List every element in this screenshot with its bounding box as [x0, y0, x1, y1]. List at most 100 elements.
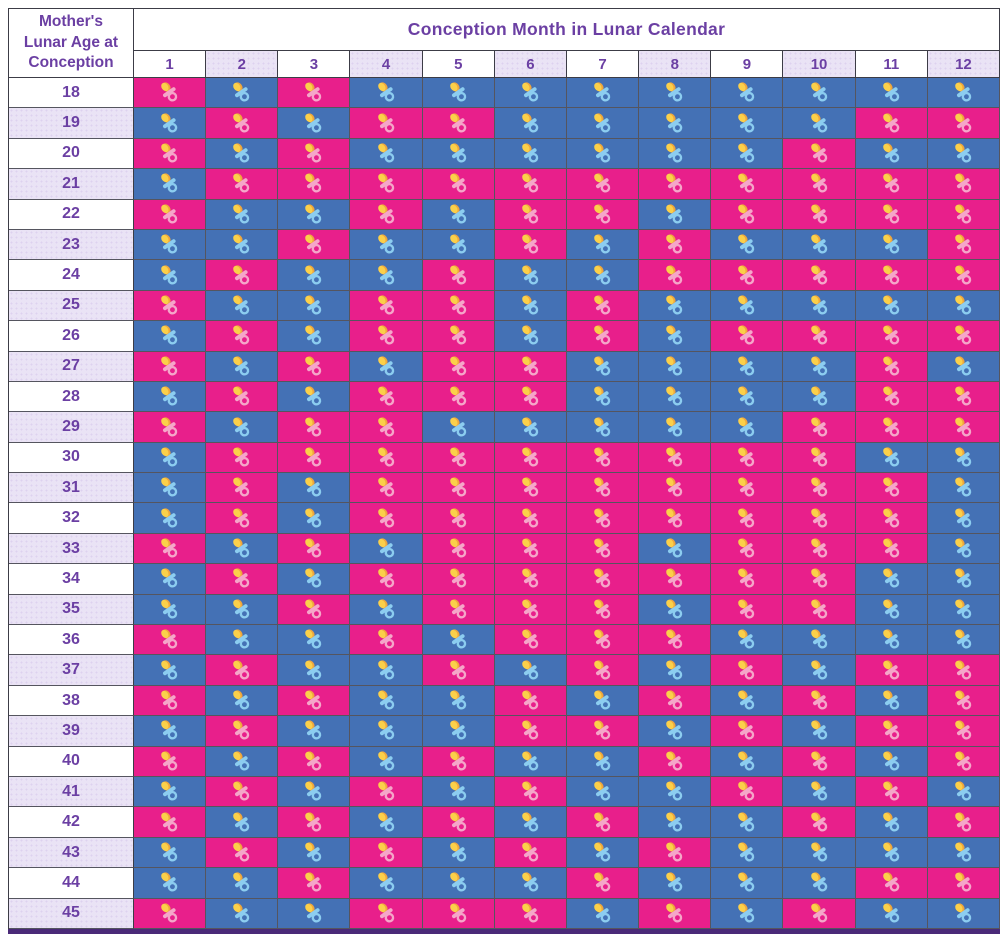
cell-31-9-girl [711, 473, 784, 504]
age-label-34: 34 [9, 564, 134, 595]
pacifier-icon [158, 294, 181, 317]
pacifier-icon [591, 385, 614, 408]
pacifier-icon [735, 507, 758, 530]
cell-43-1-boy [134, 837, 207, 869]
cell-22-2-boy [206, 199, 279, 230]
pacifier-icon [591, 628, 614, 651]
pacifier-icon [880, 628, 903, 651]
cell-21-6-girl [494, 169, 567, 200]
cell-25-11-boy [855, 290, 928, 322]
pacifier-icon [663, 780, 686, 803]
pacifier-icon [735, 902, 758, 925]
cell-33-11-girl [855, 533, 928, 565]
cell-37-6-boy [494, 655, 567, 686]
pacifier-icon [519, 416, 542, 439]
pacifier-icon [591, 537, 614, 560]
pacifier-icon [447, 659, 470, 682]
cell-29-1-girl [134, 412, 207, 443]
cell-18-8-boy [639, 78, 712, 109]
pacifier-icon [302, 355, 325, 378]
cell-20-4-boy [350, 138, 423, 170]
pacifier-icon [663, 416, 686, 439]
pacifier-icon [808, 719, 831, 742]
pacifier-icon [808, 750, 831, 773]
pacifier-icon [880, 567, 903, 590]
cell-32-10-girl [783, 503, 856, 534]
pacifier-icon [519, 628, 542, 651]
pacifier-icon [375, 780, 398, 803]
age-label-39: 39 [9, 716, 134, 747]
pacifier-icon [447, 355, 470, 378]
pacifier-icon [735, 142, 758, 165]
cell-31-1-boy [134, 473, 207, 504]
cell-27-5-girl [422, 351, 495, 382]
cell-37-1-boy [134, 655, 207, 686]
cell-28-3-boy [278, 381, 351, 413]
pacifier-icon [952, 233, 975, 256]
pacifier-icon [158, 902, 181, 925]
pacifier-icon [519, 841, 542, 864]
cell-23-5-boy [422, 229, 495, 261]
cell-31-5-girl [422, 473, 495, 504]
pacifier-icon [302, 446, 325, 469]
cell-37-3-boy [278, 655, 351, 686]
pacifier-icon [519, 385, 542, 408]
cell-41-8-boy [639, 777, 712, 808]
cell-37-10-boy [783, 655, 856, 686]
cell-24-1-boy [134, 260, 207, 291]
pacifier-icon [302, 507, 325, 530]
month-header-9: 9 [711, 51, 784, 78]
pacifier-icon [880, 385, 903, 408]
cell-34-9-girl [711, 564, 784, 595]
cell-45-5-girl [422, 898, 495, 929]
pacifier-icon [663, 81, 686, 104]
pacifier-icon [375, 567, 398, 590]
pacifier-icon [230, 81, 253, 104]
cell-20-5-boy [422, 138, 495, 170]
cell-29-7-boy [566, 412, 640, 443]
month-header-5: 5 [422, 51, 495, 78]
cell-19-9-boy [711, 108, 784, 139]
cell-36-3-boy [278, 625, 351, 656]
cell-23-1-boy [134, 229, 207, 261]
cell-31-7-girl [566, 473, 640, 504]
pacifier-icon [735, 659, 758, 682]
cell-19-2-girl [206, 108, 279, 139]
pacifier-icon [158, 507, 181, 530]
pacifier-icon [230, 294, 253, 317]
pacifier-icon [447, 750, 470, 773]
pacifier-icon [663, 750, 686, 773]
pacifier-icon [230, 780, 253, 803]
pacifier-icon [230, 385, 253, 408]
pacifier-icon [952, 507, 975, 530]
pacifier-icon [375, 537, 398, 560]
pacifier-icon [519, 659, 542, 682]
cell-25-6-boy [494, 290, 567, 322]
pacifier-icon [375, 841, 398, 864]
cell-34-10-girl [783, 564, 856, 595]
pacifier-icon [158, 811, 181, 834]
cell-21-5-girl [422, 169, 495, 200]
cell-43-4-girl [350, 837, 423, 869]
cell-23-4-boy [350, 229, 423, 261]
pacifier-icon [880, 264, 903, 287]
pacifier-icon [302, 294, 325, 317]
cell-32-11-girl [855, 503, 928, 534]
cell-40-2-boy [206, 746, 279, 778]
age-label-28: 28 [9, 381, 134, 413]
pacifier-icon [230, 112, 253, 135]
pacifier-icon [952, 355, 975, 378]
cell-30-6-girl [494, 442, 567, 474]
cell-22-4-girl [350, 199, 423, 230]
pacifier-icon [519, 294, 542, 317]
pacifier-icon [158, 659, 181, 682]
cell-27-2-boy [206, 351, 279, 382]
pacifier-icon [158, 112, 181, 135]
cell-27-1-girl [134, 351, 207, 382]
pacifier-icon [158, 81, 181, 104]
pacifier-icon [447, 780, 470, 803]
pacifier-icon [808, 598, 831, 621]
cell-18-6-boy [494, 78, 567, 109]
pacifier-icon [952, 567, 975, 590]
